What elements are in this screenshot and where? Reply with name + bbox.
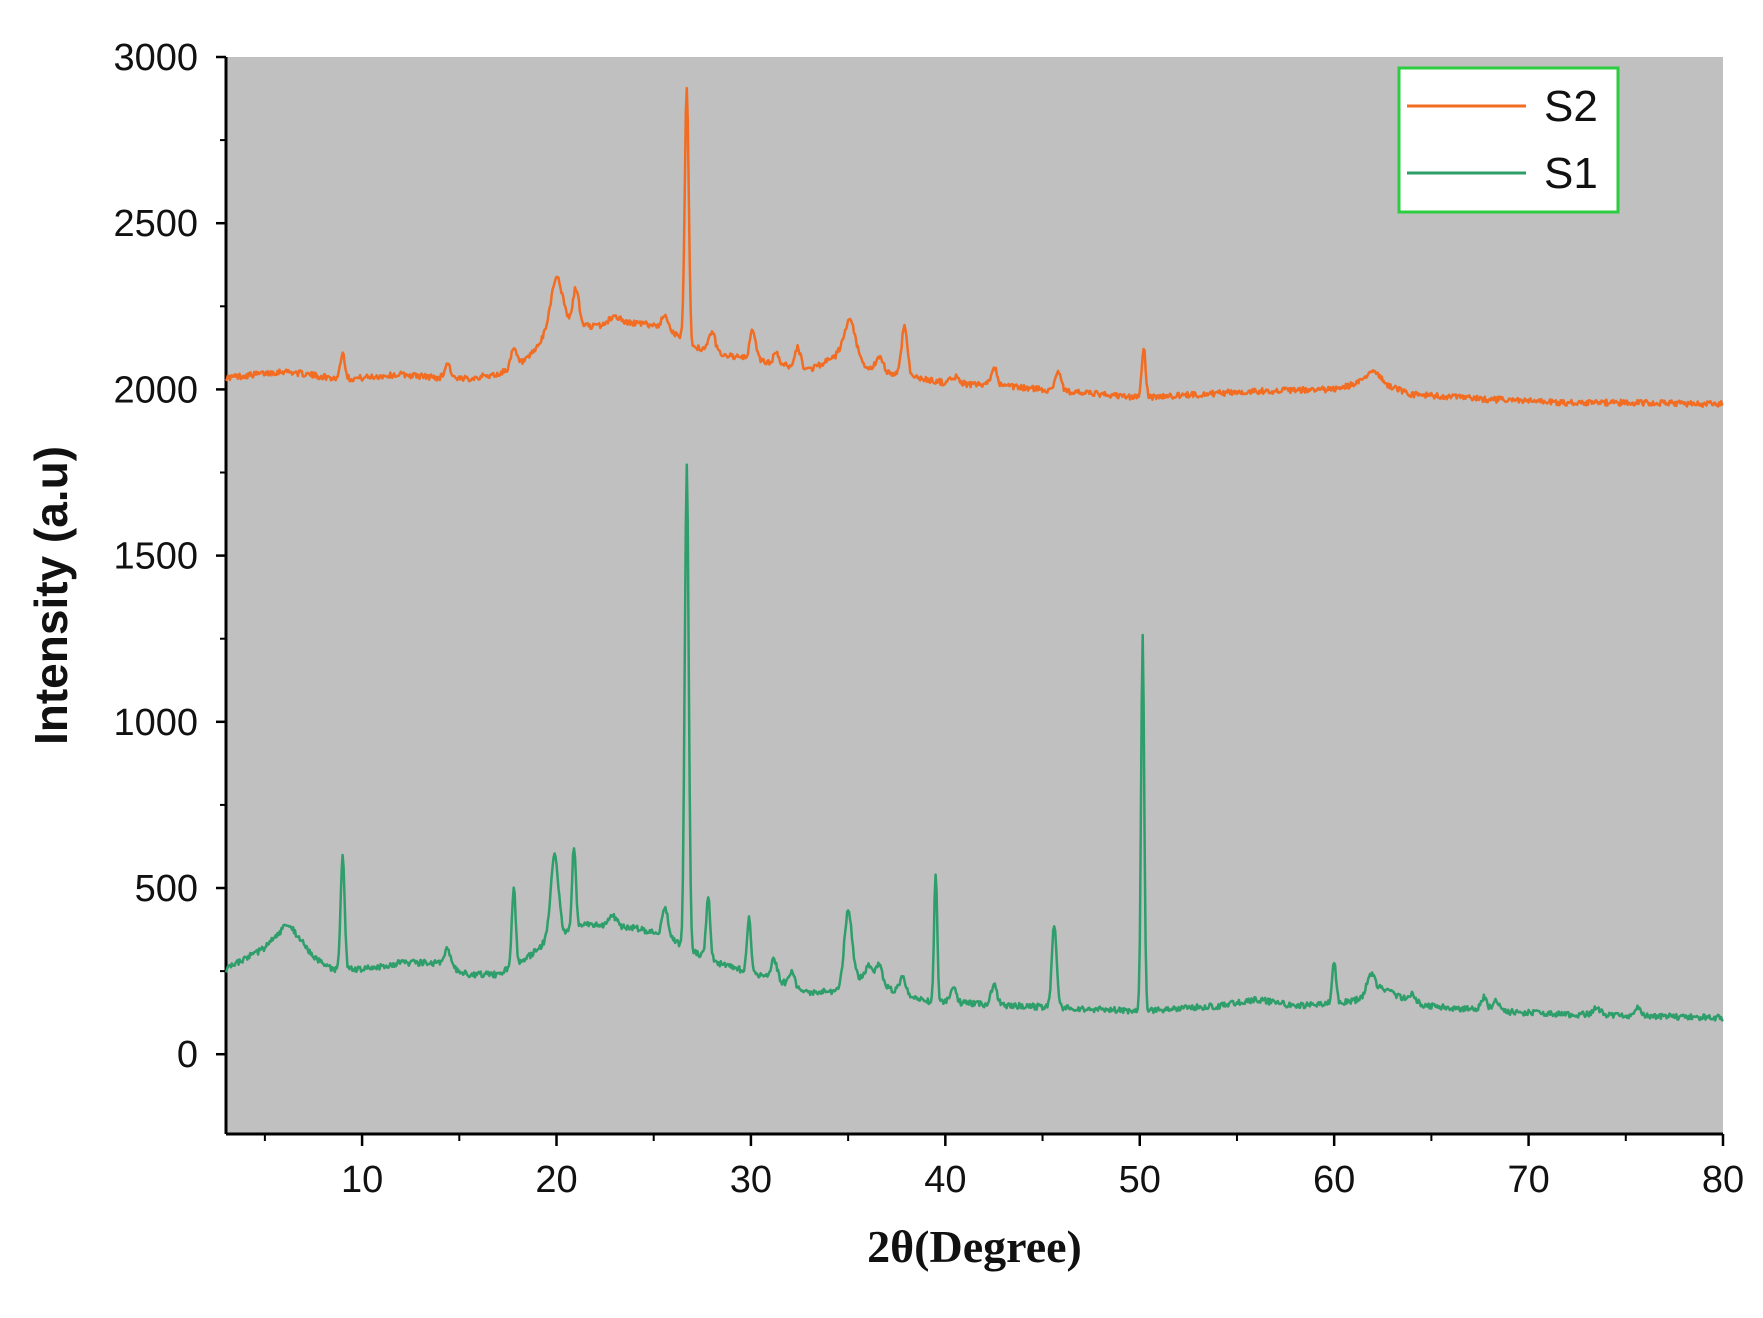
series-line-s2 — [224, 86, 1724, 409]
axes: 0 500 1000 1500 2000 2500 3000 10 20 30 40 50 60 70 80 — [113, 37, 1744, 1201]
plot-area — [226, 57, 1723, 1134]
x-tick-label: 40 — [924, 1159, 966, 1201]
y-tick-label: 0 — [177, 1034, 198, 1076]
x-tick-label: 80 — [1702, 1159, 1744, 1201]
series-line-s1 — [224, 463, 1724, 1022]
x-tick-label: 10 — [341, 1159, 383, 1201]
legend-box — [1397, 66, 1620, 214]
y-tick-label: 2500 — [113, 203, 198, 245]
series-layer — [224, 86, 1724, 1022]
legend-label-s1: S1 — [1544, 149, 1598, 198]
y-tick-label: 1000 — [113, 702, 198, 744]
y-tick-label: 1500 — [113, 536, 198, 578]
x-tick-label: 60 — [1313, 1159, 1355, 1201]
x-tick-label: 20 — [535, 1159, 577, 1201]
x-axis-label: 2θ(Degree) — [867, 1221, 1082, 1272]
x-tick-label: 70 — [1507, 1159, 1549, 1201]
y-tick-label: 500 — [135, 868, 198, 910]
y-tick-label: 2000 — [113, 369, 198, 411]
y-axis-label: Intensity (a.u) — [25, 446, 77, 745]
legend-label-s2: S2 — [1544, 82, 1598, 131]
x-tick-label: 50 — [1119, 1159, 1161, 1201]
y-tick-label: 3000 — [113, 37, 198, 79]
x-tick-label: 30 — [730, 1159, 772, 1201]
